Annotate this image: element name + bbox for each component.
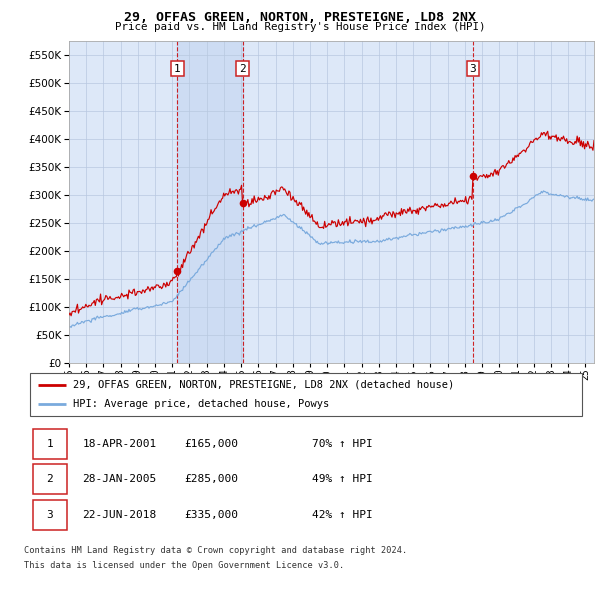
Text: £165,000: £165,000 — [185, 439, 239, 449]
Text: 3: 3 — [46, 510, 53, 520]
Text: HPI: Average price, detached house, Powys: HPI: Average price, detached house, Powy… — [73, 399, 329, 409]
Text: Price paid vs. HM Land Registry's House Price Index (HPI): Price paid vs. HM Land Registry's House … — [115, 22, 485, 32]
FancyBboxPatch shape — [33, 500, 67, 530]
FancyBboxPatch shape — [30, 373, 582, 416]
Text: 49% ↑ HPI: 49% ↑ HPI — [311, 474, 372, 484]
Text: £285,000: £285,000 — [185, 474, 239, 484]
Text: 70% ↑ HPI: 70% ↑ HPI — [311, 439, 372, 449]
Text: 22-JUN-2018: 22-JUN-2018 — [82, 510, 157, 520]
Text: 29, OFFAS GREEN, NORTON, PRESTEIGNE, LD8 2NX: 29, OFFAS GREEN, NORTON, PRESTEIGNE, LD8… — [124, 11, 476, 24]
Text: 29, OFFAS GREEN, NORTON, PRESTEIGNE, LD8 2NX (detached house): 29, OFFAS GREEN, NORTON, PRESTEIGNE, LD8… — [73, 380, 454, 390]
FancyBboxPatch shape — [33, 464, 67, 494]
Text: 18-APR-2001: 18-APR-2001 — [82, 439, 157, 449]
Text: 3: 3 — [470, 64, 476, 74]
Text: Contains HM Land Registry data © Crown copyright and database right 2024.: Contains HM Land Registry data © Crown c… — [24, 546, 407, 555]
Text: £335,000: £335,000 — [185, 510, 239, 520]
Text: 1: 1 — [174, 64, 181, 74]
Text: 2: 2 — [46, 474, 53, 484]
FancyBboxPatch shape — [33, 429, 67, 458]
Text: This data is licensed under the Open Government Licence v3.0.: This data is licensed under the Open Gov… — [24, 560, 344, 569]
Bar — [178, 41, 242, 363]
Text: 28-JAN-2005: 28-JAN-2005 — [82, 474, 157, 484]
Text: 1: 1 — [46, 439, 53, 449]
Text: 2: 2 — [239, 64, 246, 74]
Text: 42% ↑ HPI: 42% ↑ HPI — [311, 510, 372, 520]
